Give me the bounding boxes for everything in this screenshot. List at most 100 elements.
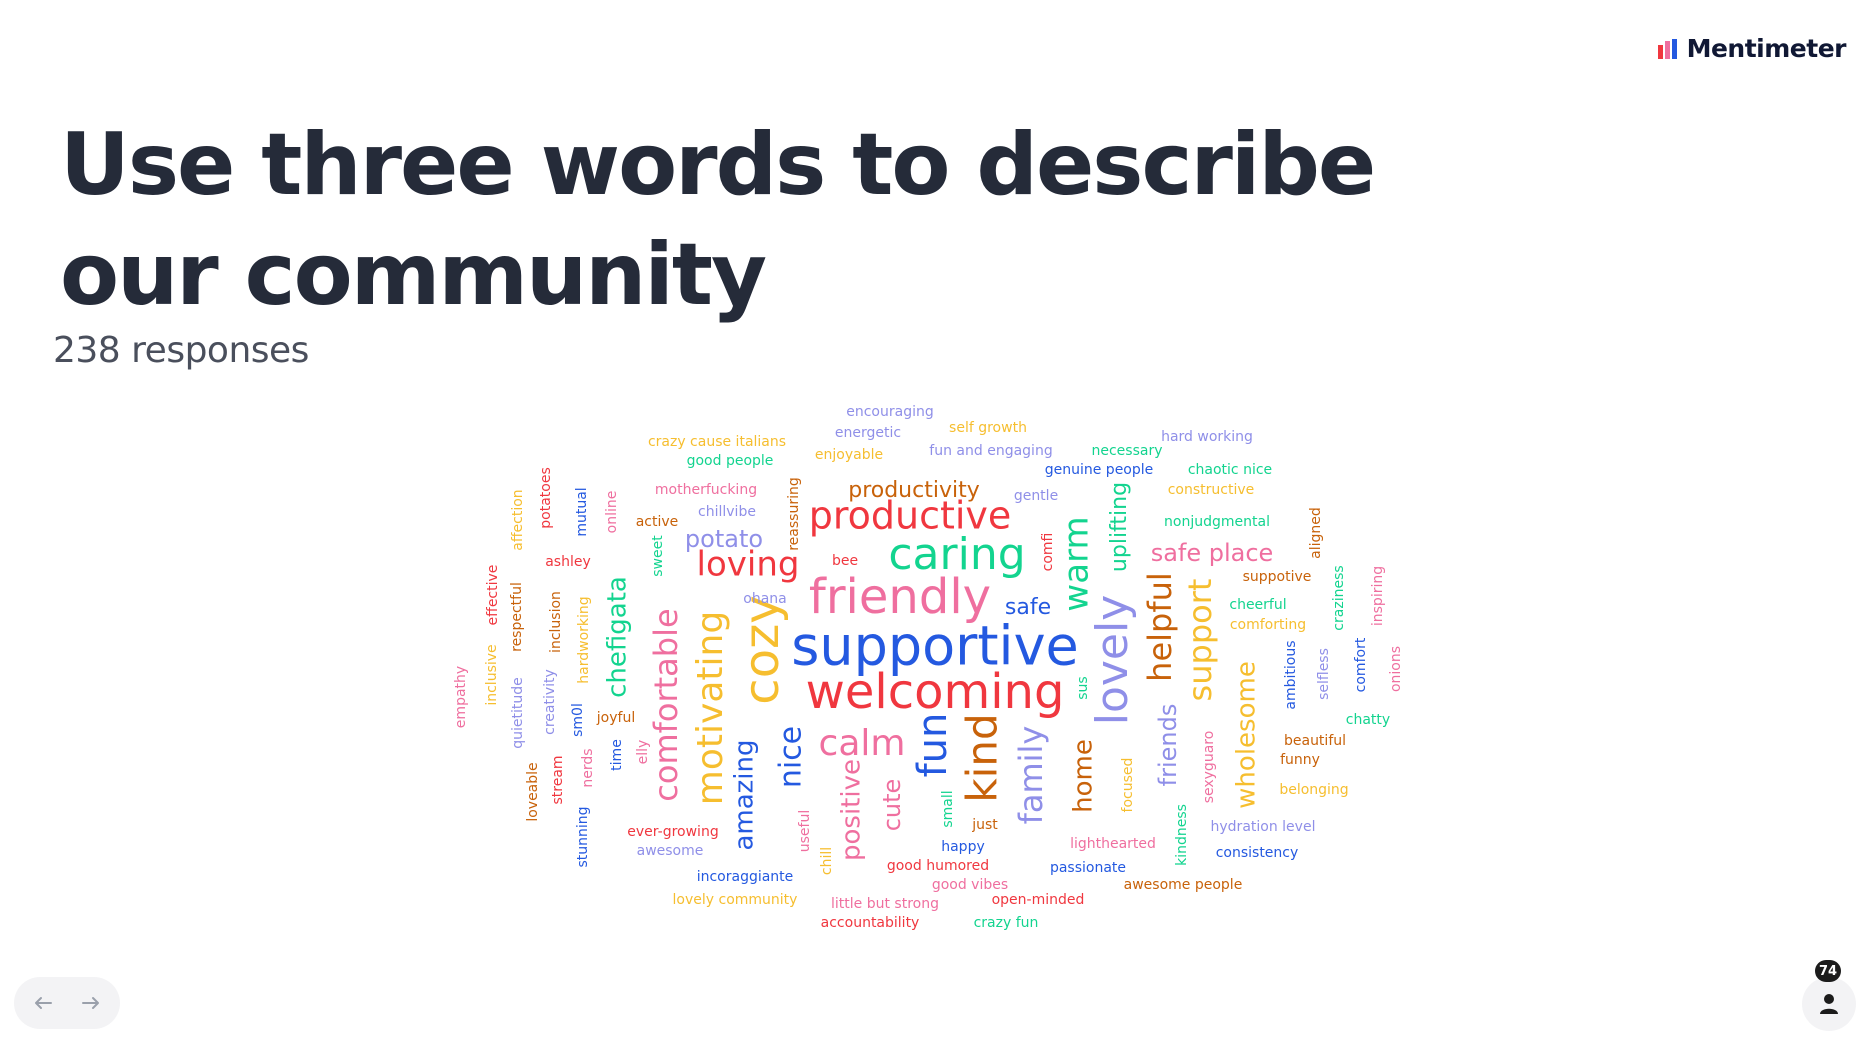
word-cloud-word: positive [837,759,867,861]
word-cloud-word: open-minded [992,892,1085,908]
word-cloud-word: happy [941,839,985,855]
word-cloud-word: chillvibe [698,504,756,520]
word-cloud-word: just [971,817,998,833]
word-cloud-word: good humored [887,858,989,874]
brand-logo: Mentimeter [1657,34,1847,63]
word-cloud-word: accountability [821,915,920,931]
word-cloud-word: energetic [835,425,901,441]
word-cloud-word: onions [1388,646,1404,692]
word-cloud-word: craziness [1331,565,1347,630]
word-cloud-word: focused [1120,758,1136,813]
word-cloud-word: bee [832,553,858,569]
word-cloud-word: motherfucking [655,482,757,498]
word-cloud-word: joyful [596,710,635,726]
next-slide-button[interactable] [71,983,111,1023]
word-cloud-word: good vibes [932,877,1008,893]
word-cloud-word: quietitude [510,677,526,749]
word-cloud-word: calm [819,723,906,764]
word-cloud-word: passionate [1050,860,1126,876]
word-cloud-word: motivating [690,611,731,805]
word-cloud-word: aligned [1308,507,1324,559]
word-cloud-word: beautiful [1284,733,1346,749]
word-cloud-word: lighthearted [1070,836,1156,852]
audience-count-badge: 74 [1815,960,1841,982]
word-cloud-word: amazing [730,739,760,850]
word-cloud-word: nonjudgmental [1164,514,1270,530]
word-cloud-word: hard working [1161,429,1253,445]
word-cloud-word: ashley [545,554,591,570]
response-count: 238 responses [53,330,309,371]
word-cloud-word: chaotic nice [1188,462,1272,478]
word-cloud-word: useful [797,810,813,852]
word-cloud-word: consistency [1216,845,1299,861]
word-cloud-word: comforting [1230,617,1306,633]
word-cloud-word: fun and engaging [929,443,1052,459]
word-cloud-word: loveable [525,762,541,821]
word-cloud-word: awesome people [1124,877,1243,893]
word-cloud-word: constructive [1168,482,1255,498]
audience-button[interactable] [1802,977,1856,1031]
word-cloud-word: loving [697,545,800,585]
word-cloud-word: creativity [542,669,558,735]
word-cloud-word: crazy cause italians [648,434,786,450]
word-cloud-word: ambitious [1283,640,1299,709]
word-cloud-word: good people [687,453,774,469]
word-cloud-word: caring [888,529,1025,580]
word-cloud-word: selfless [1316,648,1332,700]
word-cloud-word: stream [550,755,566,804]
word-cloud-word: funny [1280,752,1320,768]
question-title: Use three words to describe our communit… [60,115,1376,325]
word-cloud-word: potato [685,525,763,553]
word-cloud-word: comfi [1040,533,1056,572]
word-cloud-word: cozy [734,595,790,704]
word-cloud-word: online [604,491,620,534]
word-cloud-word: inclusive [484,644,500,705]
word-cloud-word: potatoes [538,467,554,528]
word-cloud-word: gentle [1014,488,1058,504]
word-cloud-word: suppotive [1243,569,1312,585]
word-cloud-word: productivity [848,478,980,503]
word-cloud-word: nice [774,726,809,788]
previous-slide-button[interactable] [23,983,63,1023]
word-cloud-word: sweet [650,535,666,577]
word-cloud-word: sm0l [570,703,586,737]
word-cloud-word: active [636,514,679,530]
word-cloud-word: friendly [809,569,991,625]
word-cloud-word: elly [635,740,651,765]
word-cloud-word: self growth [949,420,1027,436]
word-cloud-word: genuine people [1045,462,1154,478]
word-cloud-word: comfortable [647,608,685,801]
word-cloud-word: productive [809,494,1012,538]
person-icon [1820,994,1838,1014]
word-cloud-word: affection [510,489,526,550]
word-cloud-word: inclusion [548,591,564,653]
brand-name: Mentimeter [1686,34,1847,63]
word-cloud-word: awesome [637,843,704,859]
word-cloud-word: comfort [1353,637,1369,692]
word-cloud-word: sus [1075,676,1091,699]
word-cloud-word: time [609,739,625,771]
word-cloud-word: safe place [1151,539,1274,567]
word-cloud-word: incoraggiante [697,869,794,885]
word-cloud-word: necessary [1091,443,1162,459]
word-cloud-word: home [1069,739,1099,813]
word-cloud-word: crazy fun [974,915,1039,931]
word-cloud-word: kindness [1174,804,1190,866]
slide-navigation [14,977,120,1029]
word-cloud-word: friends [1154,704,1182,787]
word-cloud-word: small [940,790,956,827]
word-cloud-word: ever-growing [627,824,718,840]
arrow-left-icon [34,997,52,1009]
word-cloud-word: reassuring [786,477,802,551]
word-cloud-word: kind [958,713,1007,802]
word-cloud-word: ohana [743,591,786,607]
word-cloud-word: warm [1057,516,1097,611]
word-cloud-word: supportive [791,615,1079,678]
word-cloud-word: support [1181,579,1219,702]
word-cloud-word: welcoming [806,664,1065,720]
word-cloud-word: little but strong [831,896,939,912]
word-cloud-word: helpful [1141,572,1179,682]
word-cloud-word: cute [878,779,906,832]
word-cloud-word: wholesome [1232,661,1262,809]
word-cloud-word: hydration level [1211,819,1316,835]
